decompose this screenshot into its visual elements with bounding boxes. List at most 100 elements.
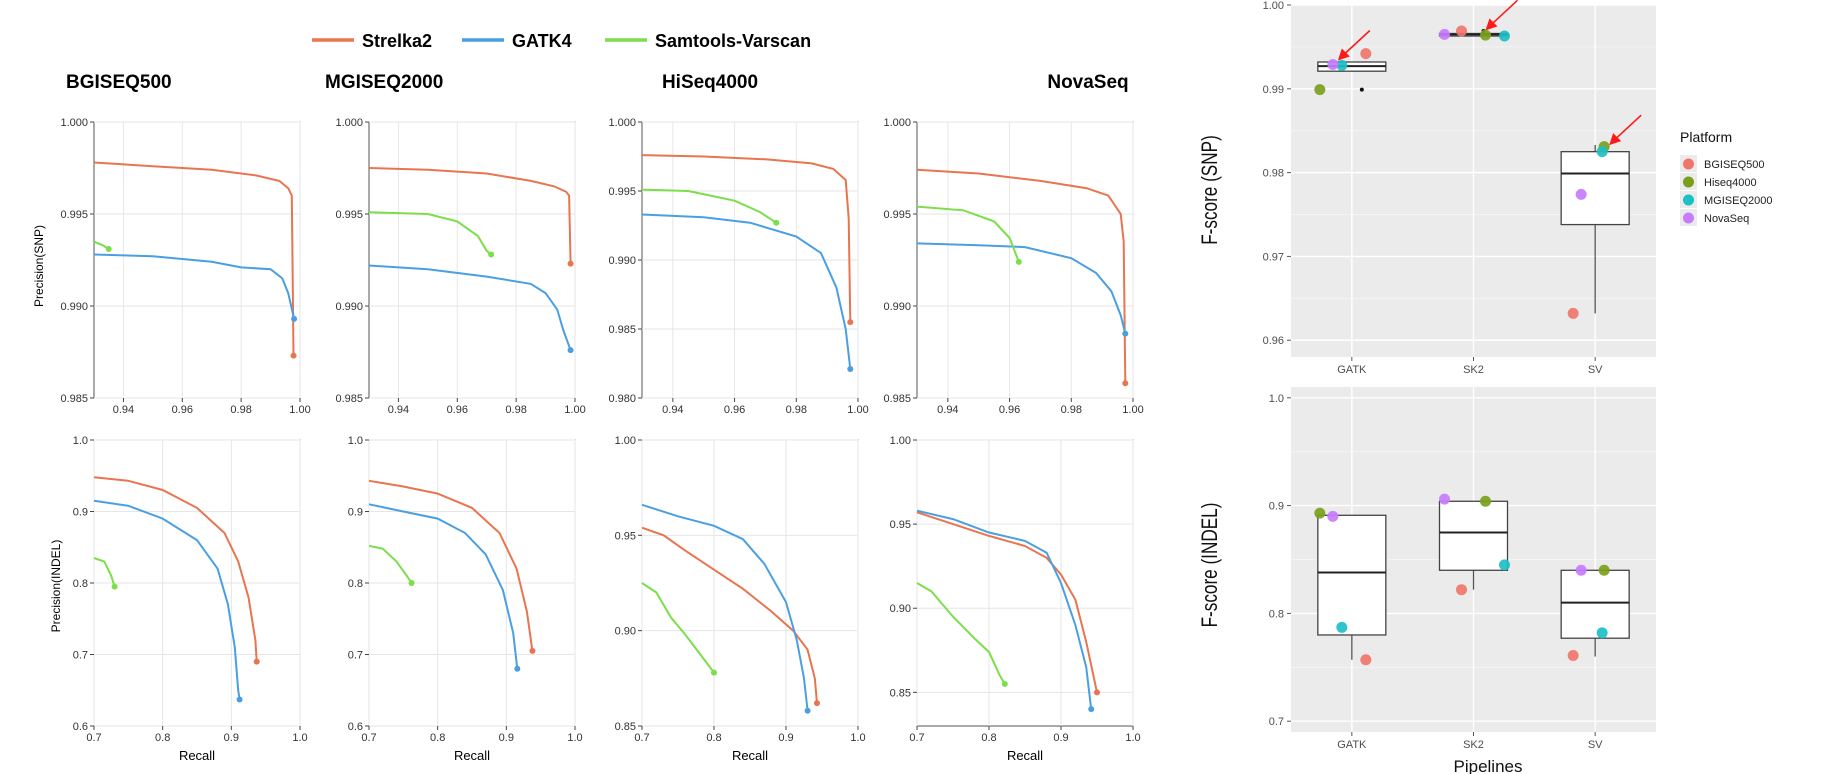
platform-point [1499, 30, 1510, 42]
y-tick-label: 0.85 [615, 721, 636, 733]
series-endpoint [408, 580, 415, 586]
x-tick-label: SV [1588, 739, 1603, 751]
x-axis-label: Recall [179, 748, 215, 763]
y-tick-label: 1.00 [890, 435, 911, 447]
platform-point [1327, 59, 1339, 71]
platform-point [1567, 649, 1579, 661]
platform-point [1439, 28, 1450, 40]
x-tick-label: 0.7 [361, 732, 376, 744]
legend-item-label: NovaSeq [1704, 213, 1749, 225]
y-tick-label: 1.0 [348, 435, 363, 447]
y-tick-label: 0.995 [883, 209, 911, 221]
platform-point [1336, 59, 1348, 71]
y-tick-label: 0.8 [73, 578, 88, 590]
series-endpoint [813, 700, 820, 707]
y-tick-label: 1.000 [608, 117, 636, 129]
x-tick-label: 0.96 [447, 404, 468, 416]
series-endpoint [1122, 380, 1129, 387]
platform-point [1314, 507, 1326, 519]
pr-panel: 0.94 0.96 0.98 1.00 0.980 0.985 0.990 0.995 1.00… [608, 117, 868, 416]
x-tick-label: 1.0 [1125, 732, 1140, 744]
platform-point [1575, 564, 1587, 576]
x-tick-label: 0.98 [1061, 404, 1082, 416]
y-tick-label: 1.000 [883, 117, 911, 129]
box [1438, 500, 1509, 571]
series-endpoint [1001, 680, 1008, 687]
series-line [368, 503, 519, 669]
x-tick-label: 0.96 [999, 404, 1020, 416]
series-line [368, 264, 572, 351]
platform-point [1360, 48, 1372, 60]
x-tick-label: 0.8 [981, 732, 996, 744]
platform-legend: Platform BGISEQ500 Hiseq4000 MGISEQ2000 Nova… [1680, 129, 1772, 226]
series-endpoint [111, 583, 118, 590]
column-titles: BGISEQ500 MGISEQ2000 HiSeq4000 NovaSeq [66, 72, 1129, 93]
y-tick-label: 1.0 [73, 435, 88, 447]
box [1317, 514, 1387, 636]
x-tick-label: 0.9 [1053, 732, 1068, 744]
x-tick-label: 0.94 [937, 404, 958, 416]
series-endpoint [847, 319, 854, 326]
y-tick-label: 0.990 [608, 255, 636, 267]
platform-point [1336, 621, 1348, 633]
y-tick-label: 0.85 [890, 687, 911, 699]
series-line [641, 503, 809, 711]
x-tick-label: 0.96 [172, 404, 193, 416]
x-tick-label: 0.7 [634, 732, 649, 744]
legend-key [1683, 176, 1694, 188]
platform-point [1575, 188, 1587, 200]
x-tick-label: SK2 [1463, 364, 1484, 376]
x-tick-label: 0.98 [505, 404, 526, 416]
x-tick-label: 1.00 [289, 404, 310, 416]
series-endpoint [105, 245, 112, 252]
x-tick-label: 1.0 [850, 732, 865, 744]
legend-item-label: Hiseq4000 [1704, 177, 1757, 189]
pr-panel: 0.94 0.96 0.98 1.00 0.985 0.990 0.995 1.000 [883, 117, 1143, 416]
x-tick-label: 0.94 [388, 404, 409, 416]
highlight-arrow [1613, 114, 1642, 141]
y-tick-label: 0.985 [883, 393, 911, 405]
platform-point [1480, 29, 1491, 41]
y-tick-label: 0.995 [335, 209, 363, 221]
x-tick-label: 0.96 [724, 404, 745, 416]
y-tick-label: 1.00 [615, 435, 636, 447]
platform-point [1480, 495, 1491, 507]
x-tick-label: SV [1588, 364, 1603, 376]
x-tick-label: 1.00 [1122, 404, 1143, 416]
box [1560, 569, 1630, 639]
series-line [93, 476, 258, 662]
y-tick-label: 0.985 [60, 393, 88, 405]
column-title: MGISEQ2000 [325, 72, 443, 93]
series-endpoint [773, 219, 780, 226]
panel-frame [641, 439, 859, 727]
series-line [641, 582, 715, 674]
highlight-arrowhead [1337, 48, 1350, 61]
y-tick-label: 0.98 [1263, 168, 1284, 180]
platform-point [1327, 510, 1339, 522]
series-line [93, 557, 116, 587]
series-line [368, 167, 572, 264]
x-axis-label: Recall [732, 748, 768, 763]
y-tick-label: 0.7 [1269, 716, 1284, 728]
highlight-arrow [1489, 0, 1519, 26]
x-tick-label: 0.94 [662, 404, 683, 416]
series-endpoint [847, 366, 854, 373]
y-tick-label: 0.95 [890, 519, 911, 531]
x-tick-label: 1.00 [564, 404, 585, 416]
y-tick-label: 0.6 [348, 721, 363, 733]
x-tick-label: GATK [1337, 739, 1367, 751]
y-tick-label: 0.97 [1263, 251, 1284, 263]
y-tick-label: 0.7 [348, 650, 363, 662]
series-line [916, 509, 1093, 710]
x-tick-label: 1.00 [847, 404, 868, 416]
x-tick-label: 0.8 [706, 732, 721, 744]
series-endpoint [253, 658, 260, 665]
x-tick-label: 0.98 [786, 404, 807, 416]
x-tick-label: 0.7 [909, 732, 924, 744]
platform-point [1439, 493, 1450, 505]
platform-point [1499, 559, 1510, 571]
x-tick-label: 0.9 [224, 732, 239, 744]
x-tick-label: 0.7 [86, 732, 101, 744]
x-tick-label: GATK [1337, 364, 1367, 376]
